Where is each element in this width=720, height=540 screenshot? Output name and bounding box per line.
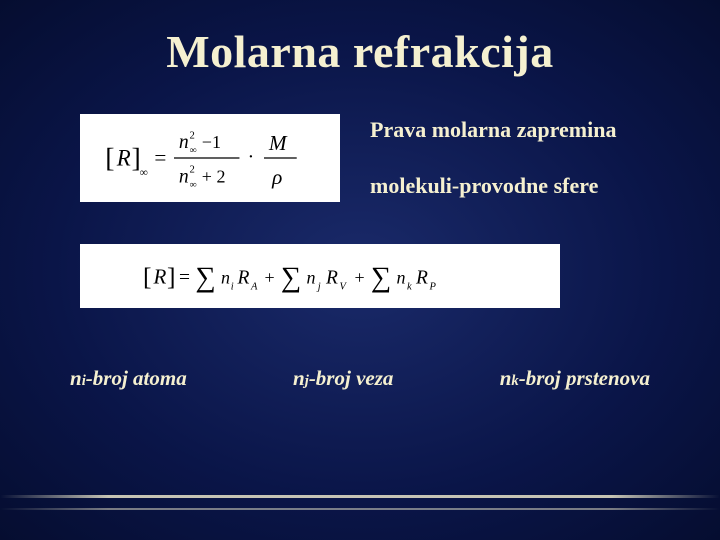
eq2-sigma2: ∑ [281, 263, 301, 294]
eq2-plus2: + [355, 268, 365, 288]
eq2-t3-Rsub: P [429, 282, 437, 293]
decorative-rule-2 [0, 508, 720, 510]
eq1-equals: = [154, 146, 166, 170]
bi1-text: -broj atoma [86, 366, 187, 390]
eq1-lhs-sub: ∞ [140, 167, 148, 179]
bi3-text: -broj prstenova [519, 366, 650, 390]
eq1-num-minus: −1 [202, 132, 221, 152]
eq2-t3-nsub: k [407, 282, 412, 293]
eq1-dot: · [248, 147, 255, 168]
decorative-rule-1 [0, 495, 720, 498]
eq2-equals: = [179, 268, 190, 289]
equation-2-box: [ R ] = ∑ n i R A + ∑ n j R V [80, 244, 560, 308]
side-line-1: Prava molarna zapremina [370, 117, 616, 143]
eq1-rho: ρ [271, 165, 282, 189]
eq2-t1-nsub: i [231, 282, 234, 293]
eq1-num-sub: ∞ [190, 145, 197, 156]
eq1-den-n: n [179, 167, 189, 188]
eq2-t3-R: R [415, 268, 428, 289]
eq2-t2-R: R [325, 268, 338, 289]
bi2-text: -broj veza [309, 366, 394, 390]
bi3-sub: k [511, 373, 518, 389]
equation-2-svg: [ R ] = ∑ n i R A + ∑ n j R V [92, 252, 548, 300]
eq1-num-n: n [179, 132, 189, 153]
eq2-t1-n: n [221, 268, 230, 288]
eq2-t3-n: n [397, 268, 406, 288]
eq2-sigma1: ∑ [196, 263, 216, 294]
eq1-R: R [116, 145, 131, 170]
equation-1-box: [ R ] ∞ = n ∞ 2 −1 n ∞ 2 + 2 [80, 114, 340, 202]
eq2-t2-nsub: j [316, 282, 321, 293]
equation-1-svg: [ R ] ∞ = n ∞ 2 −1 n ∞ 2 + 2 [92, 122, 328, 194]
bottom-labels: ni-broj atoma nj-broj veza nk-broj prste… [40, 366, 680, 391]
eq1-den-sup: 2 [190, 165, 195, 176]
row-equation2: [ R ] = ∑ n i R A + ∑ n j R V [80, 244, 680, 308]
side-text: Prava molarna zapremina molekuli-provodn… [370, 117, 616, 199]
eq2-lbracket: [ [143, 262, 152, 291]
eq2-t1-Rsub: A [250, 282, 258, 293]
eq1-den-sub: ∞ [190, 179, 197, 190]
slide-title: Molarna refrakcija [40, 25, 680, 78]
eq2-t1-R: R [237, 268, 250, 289]
bottom-item-1: ni-broj atoma [70, 366, 187, 391]
bottom-item-2: nj-broj veza [293, 366, 393, 391]
slide: Molarna refrakcija [ R ] ∞ = n ∞ 2 −1 [0, 0, 720, 540]
side-line-2: molekuli-provodne sfere [370, 173, 616, 199]
eq2-t2-n: n [307, 268, 316, 288]
bottom-item-3: nk-broj prstenova [500, 366, 650, 391]
bi3-var: n [500, 366, 512, 390]
eq2-rbracket: ] [167, 262, 176, 291]
eq2-plus1: + [265, 268, 275, 288]
eq2-t2-Rsub: V [340, 282, 348, 293]
eq1-lbracket: [ [105, 143, 114, 174]
bi1-var: n [70, 366, 82, 390]
eq1-M: M [268, 131, 288, 155]
bi2-var: n [293, 366, 305, 390]
eq1-den-plus: + 2 [202, 167, 226, 187]
row-equation1: [ R ] ∞ = n ∞ 2 −1 n ∞ 2 + 2 [80, 114, 680, 202]
eq2-R: R [153, 265, 167, 289]
eq1-num-sup: 2 [190, 130, 195, 141]
eq2-sigma3: ∑ [371, 263, 391, 294]
